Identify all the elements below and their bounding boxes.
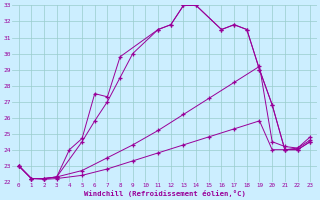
- X-axis label: Windchill (Refroidissement éolien,°C): Windchill (Refroidissement éolien,°C): [84, 190, 245, 197]
